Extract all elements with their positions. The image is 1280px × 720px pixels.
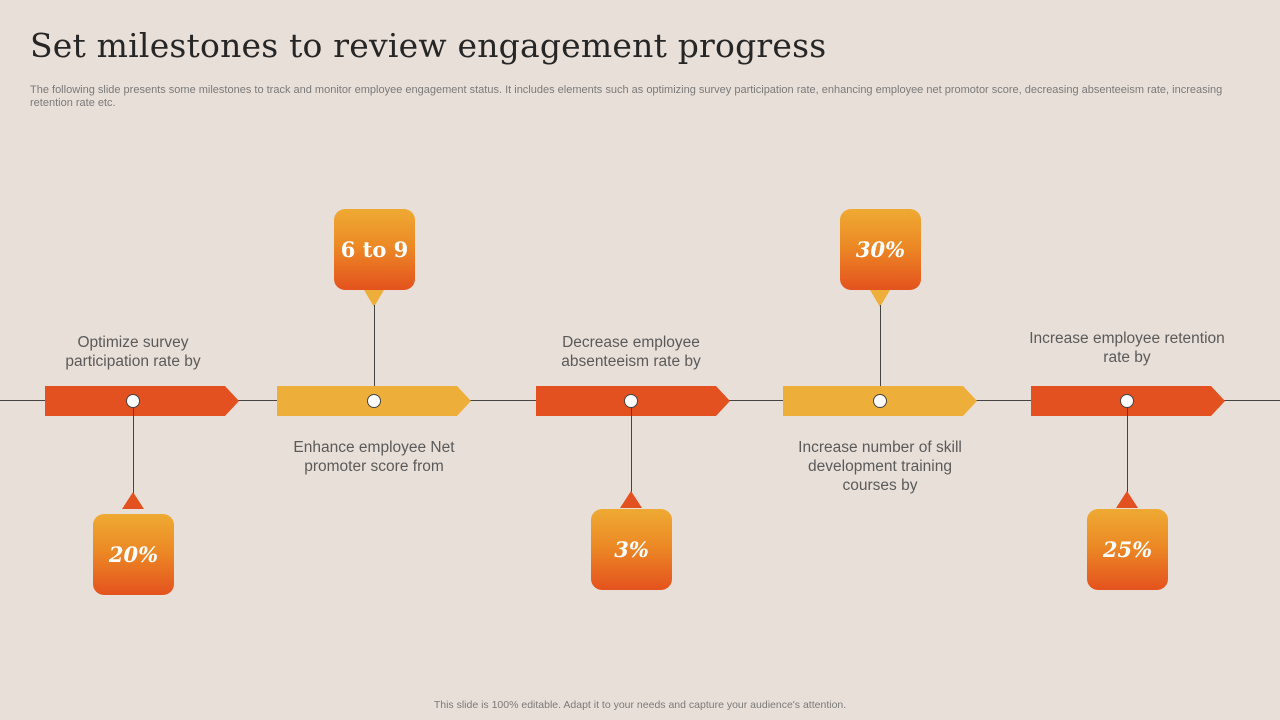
milestone-4-value-box: 30% [840, 209, 921, 290]
milestone-2-node [367, 394, 381, 408]
milestone-3-label: Decrease employee absenteeism rate by [561, 334, 701, 370]
milestone-5-node [1120, 394, 1134, 408]
milestone-3-pointer [620, 491, 642, 508]
milestone-1-value-box: 20% [93, 514, 174, 595]
page-subtitle: The following slide presents some milest… [30, 84, 1223, 109]
milestone-4-connector [880, 305, 881, 400]
milestone-2-pointer [364, 290, 384, 307]
milestone-1-node [126, 394, 140, 408]
milestone-5-pointer [1116, 491, 1138, 508]
milestone-4-label: Increase number of skill development tra… [798, 439, 962, 494]
milestone-1-connector [133, 400, 134, 494]
milestone-5-value-box: 25% [1087, 509, 1168, 590]
milestone-4-pointer [870, 290, 890, 307]
milestone-2-label: Enhance employee Net promoter score from [293, 439, 455, 475]
milestone-1-arrow [45, 386, 239, 416]
footer-note: This slide is 100% editable. Adapt it to… [433, 699, 847, 711]
milestone-3-node [624, 394, 638, 408]
milestone-4-node [873, 394, 887, 408]
milestone-2-value-box: 6 to 9 [334, 209, 415, 290]
milestone-5-connector [1127, 400, 1128, 492]
milestone-2-connector [374, 305, 375, 400]
milestone-1-pointer [122, 492, 144, 509]
milestone-1-label: Optimize survey participation rate by [65, 334, 201, 370]
page-title: Set milestones to review engagement prog… [30, 26, 827, 65]
milestone-3-connector [631, 400, 632, 492]
milestone-3-value-box: 3% [591, 509, 672, 590]
milestone-5-label: Increase employee retention rate by [1029, 330, 1225, 366]
